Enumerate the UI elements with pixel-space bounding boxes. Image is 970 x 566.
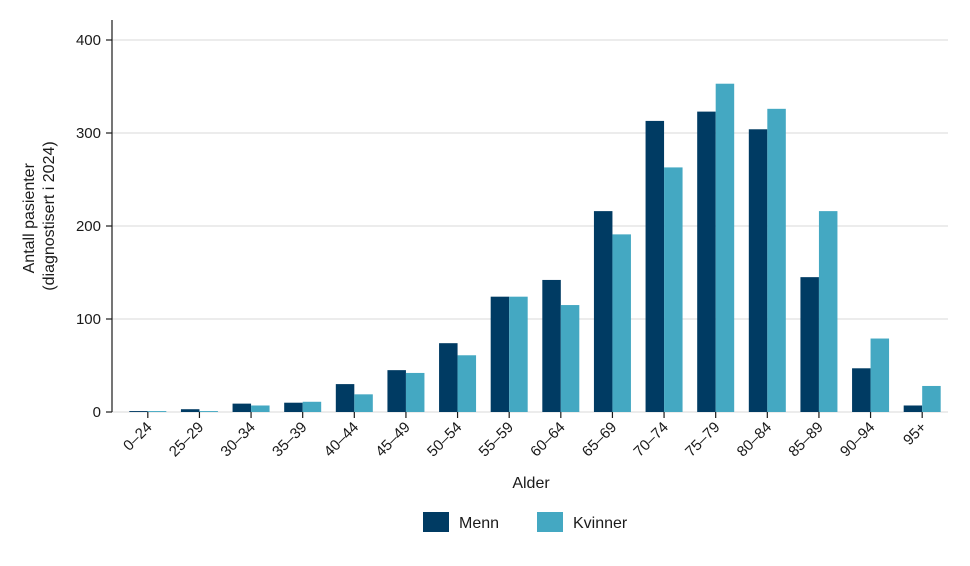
x-tick-label: 65–69 [579,419,621,461]
bar-kvinner-3 [302,401,322,412]
bar-menn-1 [180,409,200,412]
y-axis-title-line-2: (diagnostisert i 2024) [41,141,58,290]
legend-swatch-kvinner [537,512,563,532]
x-tick-label: 75–79 [682,419,724,461]
bar-kvinner-13 [818,211,838,412]
bar-kvinner-0 [147,411,167,412]
bar-kvinner-2 [251,405,270,412]
y-tick-label: 100 [76,311,101,328]
bar-menn-0 [129,411,148,412]
bar-menn-8 [542,279,561,412]
bar-kvinner-5 [405,372,425,412]
bar-menn-15 [903,405,923,412]
bar-kvinner-11 [715,83,735,413]
y-axis-title: Antall pasienter (diagnostisert i 2024) [21,141,58,290]
bar-menn-14 [852,368,871,412]
legend-label-menn: Menn [459,515,499,532]
x-tick-label: 0–24 [120,419,156,455]
x-tick-label: 60–64 [527,419,569,461]
x-tick-label: 80–84 [734,419,776,461]
bar-menn-5 [387,370,406,412]
x-tick-label: 55–59 [475,419,517,461]
bar-kvinner-12 [767,108,786,412]
y-tick-label: 400 [76,32,101,49]
x-tick-label: 25–29 [166,419,208,461]
bar-kvinner-15 [922,385,941,412]
bar-menn-3 [284,402,303,412]
bar-menn-2 [232,403,252,412]
bar-menn-12 [748,129,768,412]
bar-kvinner-1 [199,411,218,412]
bar-kvinner-10 [664,167,683,412]
bar-kvinner-6 [457,355,477,412]
x-tick-label: 95+ [900,419,930,449]
bar-menn-7 [490,296,510,412]
x-tick-label: 50–54 [424,419,466,461]
y-tick-label: 0 [93,404,101,421]
legend: Menn Kvinner [423,512,628,532]
bar-kvinner-4 [354,394,373,412]
y-tick-labels: 0 100 200 300 400 [76,32,112,421]
x-tick-labels: 0–24 25–29 30–34 35–39 40–44 45–49 50–54 55–59 6… [120,412,930,460]
bar-menn-6 [439,343,458,412]
bar-menn-9 [593,211,613,412]
x-axis-title: Alder [512,475,550,492]
x-tick-label: 70–74 [630,419,672,461]
x-tick-label: 90–94 [837,419,879,461]
bar-kvinner-9 [612,234,631,412]
x-tick-label: 40–44 [321,419,363,461]
bar-menn-4 [335,384,355,412]
bar-kvinner-14 [870,338,890,412]
bar-kvinner-7 [509,296,528,412]
y-axis-title-line-1: Antall pasienter [21,162,38,273]
bar-kvinner-8 [560,305,580,412]
legend-label-kvinner: Kvinner [573,515,628,532]
legend-swatch-menn [423,512,449,532]
y-tick-label: 200 [76,218,101,235]
x-tick-label: 35–39 [269,419,311,461]
x-tick-label: 85–89 [785,419,827,461]
y-tick-label: 300 [76,125,101,142]
bar-menn-13 [800,277,819,412]
bar-menn-11 [697,111,716,413]
x-tick-label: 45–49 [372,419,414,461]
x-tick-label: 30–34 [217,419,259,461]
bars [129,83,941,413]
bar-menn-10 [645,120,665,412]
